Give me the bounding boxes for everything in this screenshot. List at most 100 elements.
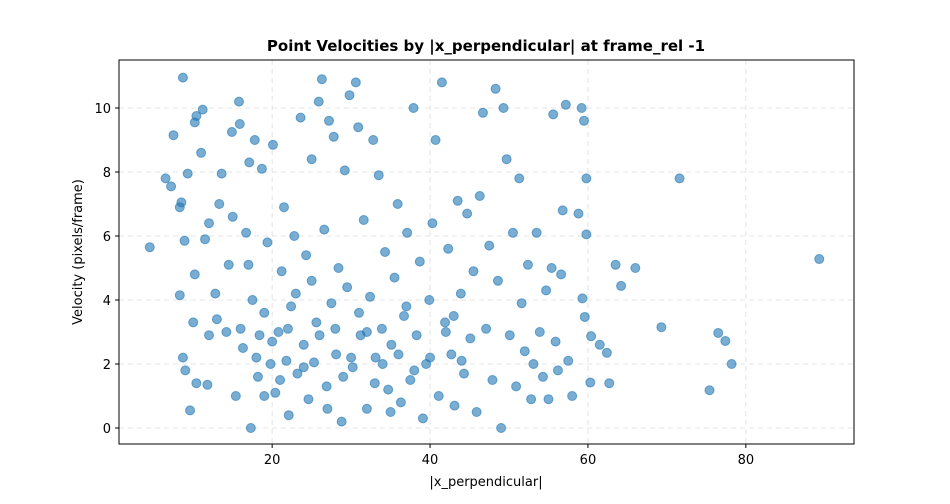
scatter-point bbox=[210, 288, 221, 299]
scatter-point bbox=[455, 288, 466, 299]
scatter-point bbox=[200, 234, 211, 245]
scatter-point bbox=[550, 336, 561, 347]
scatter-point bbox=[579, 311, 590, 322]
y-tick-label: 4 bbox=[103, 294, 111, 309]
scatter-point bbox=[188, 317, 199, 328]
scatter-point bbox=[298, 339, 309, 350]
scatter-point bbox=[446, 349, 457, 360]
scatter-point bbox=[585, 377, 596, 388]
scatter-point bbox=[313, 96, 324, 107]
scatter-point bbox=[537, 371, 548, 382]
scatter-point bbox=[298, 362, 309, 373]
scatter-point bbox=[309, 357, 319, 368]
scatter-point bbox=[531, 227, 542, 238]
scatter-point bbox=[211, 314, 222, 325]
scatter-point bbox=[216, 168, 227, 179]
scatter-point bbox=[373, 170, 384, 181]
scatter-point bbox=[504, 330, 515, 341]
scatter-point bbox=[440, 317, 451, 328]
scatter-point bbox=[474, 191, 485, 201]
scatter-point bbox=[408, 103, 419, 113]
scatter-point bbox=[594, 339, 605, 350]
scatter-point bbox=[380, 247, 391, 257]
scatter-point bbox=[191, 111, 202, 121]
scatter-point bbox=[179, 235, 190, 246]
scatter-point bbox=[492, 275, 503, 286]
scatter-point bbox=[333, 263, 344, 273]
scatter-point bbox=[449, 400, 460, 411]
scatter-point bbox=[330, 323, 341, 334]
scatter-point bbox=[361, 327, 372, 337]
scatter-point bbox=[405, 375, 416, 385]
scatter-point bbox=[326, 298, 337, 309]
scatter-point bbox=[443, 243, 454, 254]
scatter-point bbox=[306, 275, 317, 286]
scatter-point bbox=[259, 391, 270, 401]
chart-title: Point Velocities by |x_perpendicular| at… bbox=[267, 37, 705, 56]
scatter-point bbox=[414, 256, 425, 267]
scatter-point bbox=[563, 355, 574, 366]
scatter-point bbox=[265, 359, 276, 369]
scatter-point bbox=[433, 391, 444, 401]
scatter-point bbox=[336, 416, 347, 427]
scatter-point bbox=[174, 290, 185, 301]
scatter-point bbox=[245, 423, 256, 433]
scatter-point bbox=[353, 122, 364, 133]
scatter-point bbox=[581, 229, 592, 240]
x-tick-label: 40 bbox=[422, 453, 439, 468]
scatter-point bbox=[243, 259, 254, 270]
y-tick-label: 8 bbox=[103, 166, 111, 181]
scatter-point bbox=[704, 385, 715, 396]
scatter-point bbox=[292, 368, 303, 379]
scatter-point bbox=[548, 109, 559, 120]
scatter-point bbox=[501, 154, 512, 165]
scatter-point bbox=[189, 269, 200, 280]
scatter-point bbox=[579, 115, 589, 126]
scatter-point bbox=[452, 195, 463, 206]
scatter-point bbox=[230, 391, 241, 401]
scatter-point bbox=[465, 333, 476, 344]
scatter-point bbox=[290, 288, 301, 299]
scatter-point bbox=[484, 240, 495, 251]
scatter-point bbox=[425, 352, 436, 363]
scatter-point bbox=[526, 394, 537, 405]
scatter-point bbox=[402, 227, 413, 238]
scatter-point bbox=[204, 330, 214, 341]
scatter-point bbox=[601, 347, 612, 358]
scatter-point bbox=[507, 227, 518, 238]
scatter-point bbox=[368, 135, 379, 145]
x-tick-label: 60 bbox=[580, 453, 597, 468]
scatter-point bbox=[477, 107, 488, 118]
scatter-point bbox=[339, 165, 350, 176]
scatter-point bbox=[237, 343, 248, 353]
scatter-point bbox=[176, 197, 187, 208]
scatter-point bbox=[369, 378, 380, 389]
scatter-point bbox=[270, 387, 281, 398]
scatter-point bbox=[365, 291, 376, 302]
y-tick-label: 0 bbox=[103, 422, 111, 437]
scatter-point bbox=[319, 224, 330, 235]
scatter-point bbox=[462, 208, 473, 219]
scatter-point bbox=[586, 331, 597, 342]
scatter-point bbox=[386, 339, 397, 350]
scatter-point bbox=[376, 323, 387, 334]
scatter-point bbox=[350, 77, 361, 88]
scatter-point bbox=[185, 405, 196, 416]
scatter-point bbox=[234, 96, 244, 107]
scatter-point bbox=[577, 293, 588, 304]
y-tick-label: 10 bbox=[94, 102, 111, 117]
y-tick-label: 2 bbox=[103, 358, 111, 373]
scatter-point bbox=[399, 311, 409, 321]
scatter-point bbox=[306, 154, 317, 165]
scatter-point bbox=[616, 280, 627, 291]
scatter-point bbox=[581, 173, 592, 184]
scatter-point bbox=[487, 375, 498, 385]
scatter-point bbox=[630, 263, 641, 273]
scatter-point bbox=[267, 336, 278, 347]
scatter-point bbox=[303, 394, 314, 405]
scatter-point bbox=[347, 362, 358, 373]
scatter-point bbox=[279, 202, 289, 213]
scatter-point bbox=[498, 103, 509, 113]
